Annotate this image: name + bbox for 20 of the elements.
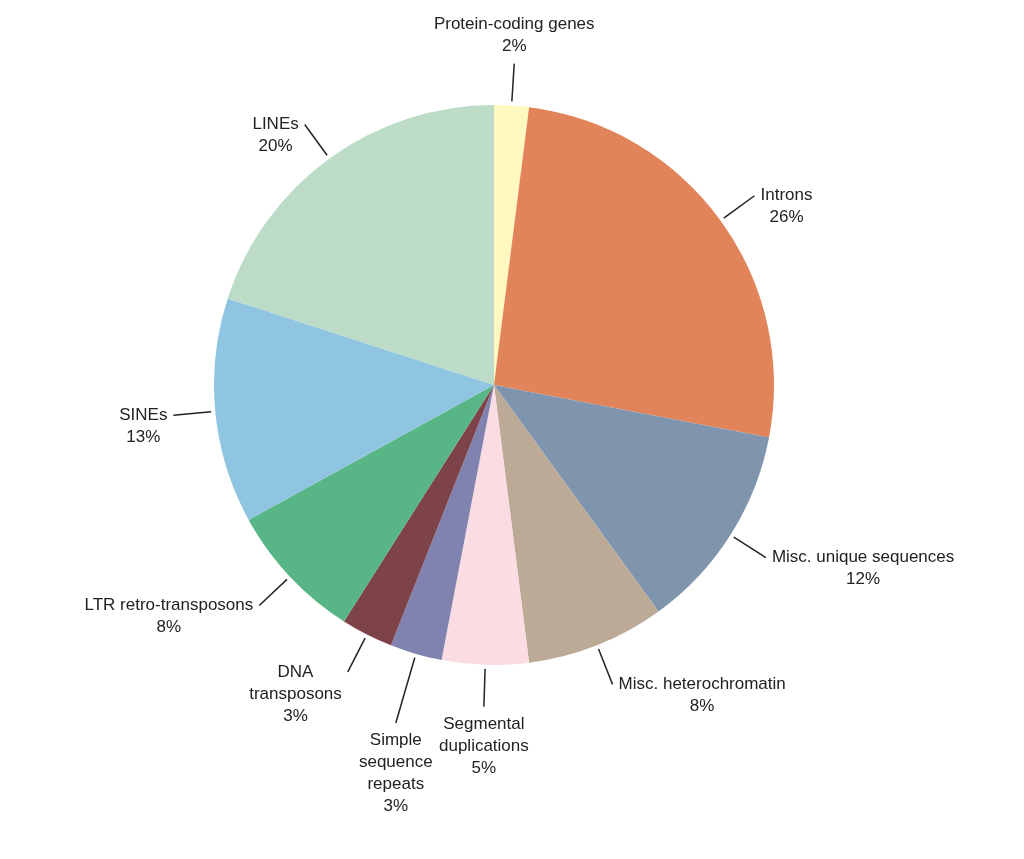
data-label: 26% bbox=[769, 207, 804, 227]
data-label: 3% bbox=[383, 795, 409, 815]
data-label: 8% bbox=[156, 617, 182, 637]
slice-label: Misc. heterochromatin bbox=[618, 674, 786, 694]
slice-label: Protein-coding genes bbox=[433, 14, 595, 34]
data-label: 3% bbox=[283, 705, 308, 725]
slice-label: Segmental duplications bbox=[439, 713, 529, 755]
data-label: 8% bbox=[689, 696, 715, 716]
slice-label: LTR retro-transposons bbox=[84, 595, 254, 615]
slice-label: SINEs bbox=[119, 404, 168, 424]
slice-label: DNA transposons bbox=[249, 661, 342, 703]
slice-label: Simple sequence repeats bbox=[358, 729, 433, 793]
data-label: 2% bbox=[501, 36, 527, 56]
data-label: 20% bbox=[258, 136, 293, 156]
slice-label: Misc. unique sequences bbox=[771, 547, 955, 567]
data-label: 13% bbox=[126, 426, 161, 446]
slice-label: LINEs bbox=[252, 114, 299, 134]
data-label: 5% bbox=[471, 757, 497, 777]
slice-label: Introns bbox=[760, 185, 813, 205]
data-label: 12% bbox=[846, 569, 881, 589]
